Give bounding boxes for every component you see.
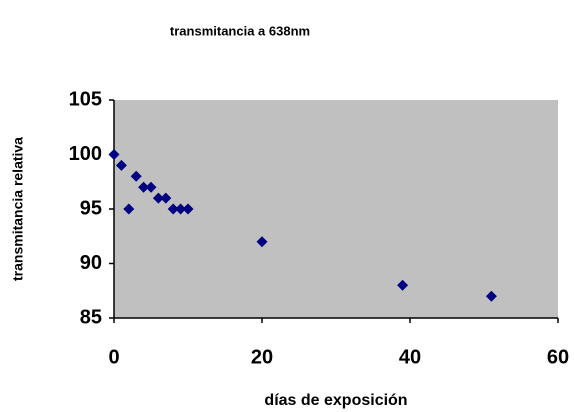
marker bbox=[485, 290, 497, 302]
y-tick-label: 100 bbox=[69, 143, 102, 165]
y-axis-label: transmitancia relativa bbox=[10, 137, 26, 281]
y-tick-label: 105 bbox=[69, 88, 102, 110]
marker bbox=[397, 279, 409, 291]
x-tick-label: 60 bbox=[547, 346, 569, 368]
marker bbox=[167, 203, 179, 215]
marker bbox=[108, 149, 120, 160]
x-tick-label: 40 bbox=[399, 346, 421, 368]
x-tick-label: 20 bbox=[251, 346, 273, 368]
marker bbox=[123, 203, 135, 215]
y-tick-label: 85 bbox=[80, 306, 102, 328]
marker bbox=[256, 236, 268, 248]
marker bbox=[152, 192, 164, 204]
x-axis-label: días de exposición bbox=[264, 392, 407, 409]
marker bbox=[160, 192, 172, 204]
marker bbox=[115, 159, 127, 171]
marker bbox=[138, 181, 150, 193]
x-tick-label: 0 bbox=[108, 346, 119, 368]
marker bbox=[182, 203, 194, 215]
marker bbox=[130, 170, 142, 182]
y-tick-label: 90 bbox=[80, 252, 102, 274]
marker bbox=[175, 203, 187, 215]
chart-title: transmitancia a 638nm bbox=[170, 23, 310, 38]
y-tick-label: 95 bbox=[80, 197, 102, 219]
marker bbox=[145, 181, 157, 193]
